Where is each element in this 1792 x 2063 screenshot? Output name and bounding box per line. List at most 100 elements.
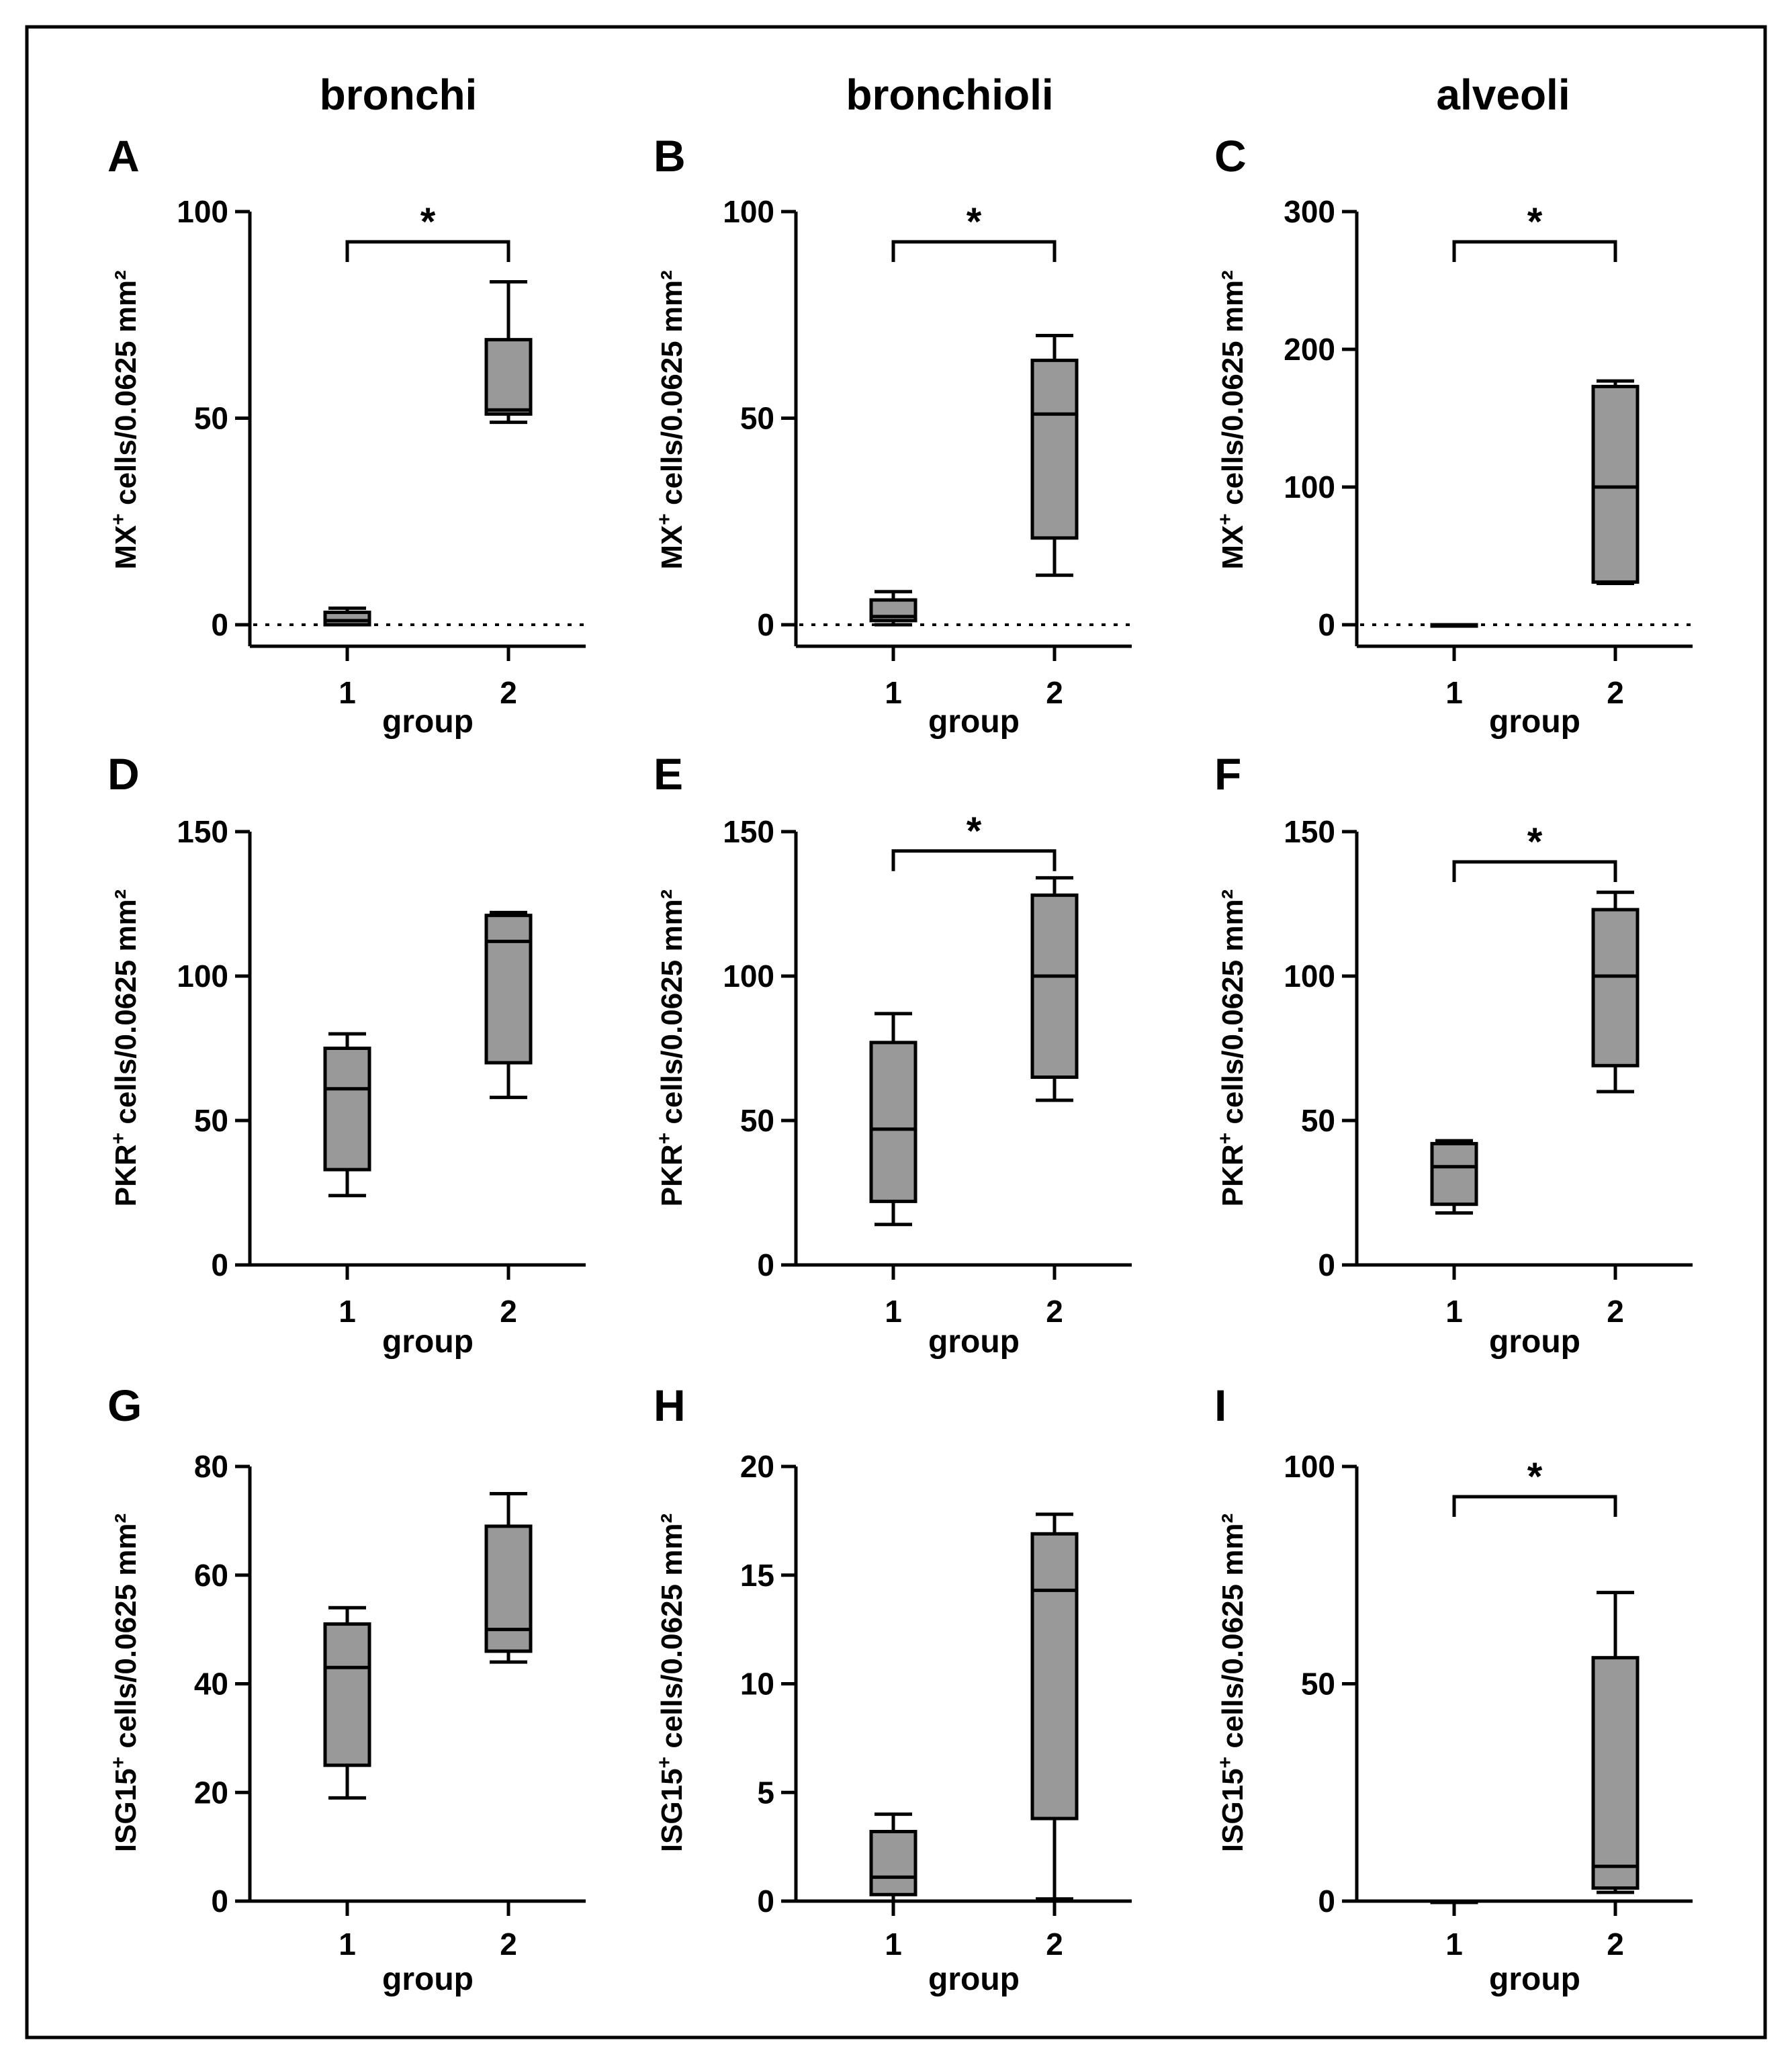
box-group-2 — [484, 338, 533, 416]
panel-B: B 0 50 100 1 2 group MX+ cells/0.0625 mm² * — [654, 131, 1132, 740]
significance-marker: * — [1527, 1455, 1543, 1499]
box-group-1 — [869, 1829, 917, 1896]
significance-marker: * — [420, 200, 436, 244]
y-tick-label: 15 — [740, 1558, 774, 1593]
panel-letter: D — [107, 749, 140, 799]
panel-E: E 0 50 100 150 1 2 group PKR+ cells/0.0625 mm² * — [654, 749, 1132, 1360]
box-group-2 — [484, 1524, 533, 1653]
significance-bracket — [345, 240, 510, 262]
y-tick-label: 80 — [194, 1449, 228, 1484]
box-group-1 — [1430, 1141, 1478, 1206]
x-tick-label: 2 — [1607, 1927, 1624, 1962]
y-tick-label: 0 — [757, 1884, 774, 1919]
significance-marker: * — [967, 200, 982, 244]
x-axis-title: group — [928, 704, 1020, 740]
y-tick-label: 20 — [194, 1775, 228, 1810]
y-tick-label: 50 — [740, 401, 774, 436]
significance-bracket — [1452, 240, 1617, 262]
box-group-2 — [1030, 893, 1079, 1079]
box-group-2 — [1030, 358, 1079, 540]
y-tick-label: 0 — [211, 1247, 228, 1282]
y-tick-label: 10 — [740, 1667, 774, 1702]
y-axis-title: PKR+ cells/0.0625 mm² — [654, 889, 688, 1206]
box-group-1 — [869, 1041, 917, 1203]
y-tick-label: 0 — [1318, 1247, 1335, 1282]
significance-marker: * — [1527, 200, 1543, 244]
x-tick-label: 2 — [1607, 675, 1624, 710]
x-tick-label: 2 — [1046, 1927, 1063, 1962]
y-tick-label: 50 — [194, 401, 228, 436]
x-axis-title: group — [382, 704, 474, 740]
y-tick-label: 40 — [194, 1667, 228, 1702]
column-title-alveoli: alveoli — [1436, 71, 1570, 119]
significance-bracket — [1452, 1495, 1617, 1517]
x-tick-label: 1 — [339, 1294, 356, 1329]
box-group-2 — [484, 914, 533, 1065]
panel-I: I 0 50 100 1 2 group ISG15+ cells/0.0625 mm² * — [1214, 1380, 1693, 1997]
y-tick-label: 0 — [1318, 607, 1335, 642]
x-axis-title: group — [928, 1962, 1020, 1997]
y-axis-title: PKR+ cells/0.0625 mm² — [1214, 889, 1249, 1206]
significance-bracket — [1452, 860, 1617, 882]
y-axis-title: ISG15+ cells/0.0625 mm² — [1214, 1513, 1249, 1852]
y-tick-label: 100 — [723, 959, 774, 994]
x-tick-label: 1 — [339, 1927, 356, 1962]
x-axis-title: group — [1489, 1962, 1580, 1997]
x-tick-label: 1 — [1445, 1927, 1463, 1962]
x-axis-title: group — [382, 1324, 474, 1360]
y-axis-title: ISG15+ cells/0.0625 mm² — [654, 1513, 688, 1852]
x-tick-label: 2 — [1046, 1294, 1063, 1329]
y-tick-label: 0 — [757, 1247, 774, 1282]
y-tick-label: 50 — [194, 1103, 228, 1138]
significance-marker: * — [1527, 820, 1543, 864]
y-tick-label: 150 — [1284, 814, 1335, 849]
panel-letter: B — [654, 131, 686, 181]
y-tick-label: 0 — [1318, 1884, 1335, 1919]
panel-letter: I — [1214, 1380, 1226, 1430]
x-tick-label: 1 — [885, 1927, 902, 1962]
y-axis-title: MX+ cells/0.0625 mm² — [107, 270, 142, 570]
y-tick-label: 50 — [1301, 1667, 1335, 1702]
panel-letter: H — [654, 1380, 686, 1430]
significance-bracket — [891, 240, 1057, 262]
panel-H: H 0 5 10 15 20 1 2 group ISG15+ cells/0.0625 mm² — [654, 1380, 1132, 1997]
x-tick-label: 1 — [339, 675, 356, 710]
y-tick-label: 150 — [723, 814, 774, 849]
y-tick-label: 50 — [740, 1103, 774, 1138]
panel-F: F 0 50 100 150 1 2 group PKR+ cells/0.0625 mm² * — [1214, 749, 1693, 1360]
y-tick-label: 100 — [723, 194, 774, 229]
y-axis-title: ISG15+ cells/0.0625 mm² — [107, 1513, 142, 1852]
panel-C: C 0 100 200 300 1 2 group MX+ cells/0.0625 mm² * — [1214, 131, 1693, 740]
box-group-1 — [323, 611, 371, 627]
x-tick-label: 1 — [885, 1294, 902, 1329]
box-group-1 — [323, 1047, 371, 1172]
y-tick-label: 100 — [1284, 1449, 1335, 1484]
x-axis-title: group — [1489, 704, 1580, 740]
y-axis-title: MX+ cells/0.0625 mm² — [654, 270, 688, 570]
x-tick-label: 1 — [885, 675, 902, 710]
figure-frame — [25, 25, 1767, 2039]
significance-bracket — [891, 849, 1057, 871]
y-tick-label: 0 — [211, 1884, 228, 1919]
box-group-1 — [323, 1622, 371, 1767]
column-title-bronchioli: bronchioli — [846, 71, 1053, 119]
x-tick-label: 2 — [1607, 1294, 1624, 1329]
y-tick-label: 60 — [194, 1558, 228, 1593]
y-tick-label: 100 — [1284, 959, 1335, 994]
x-axis-title: group — [1489, 1324, 1580, 1360]
y-tick-label: 100 — [1284, 470, 1335, 504]
y-tick-label: 300 — [1284, 194, 1335, 229]
panel-letter: F — [1214, 749, 1241, 799]
x-tick-label: 2 — [1046, 675, 1063, 710]
y-tick-label: 0 — [211, 607, 228, 642]
y-tick-label: 50 — [1301, 1103, 1335, 1138]
y-axis-title: MX+ cells/0.0625 mm² — [1214, 270, 1249, 570]
y-tick-label: 0 — [757, 607, 774, 642]
panel-D: D 0 50 100 150 1 2 group PKR+ cells/0.0625 mm² — [107, 749, 586, 1360]
box-group-2 — [1030, 1532, 1079, 1820]
significance-marker: * — [967, 809, 982, 853]
box-group-2 — [1591, 908, 1640, 1067]
y-tick-label: 100 — [177, 959, 228, 994]
column-title-bronchi: bronchi — [320, 71, 478, 119]
